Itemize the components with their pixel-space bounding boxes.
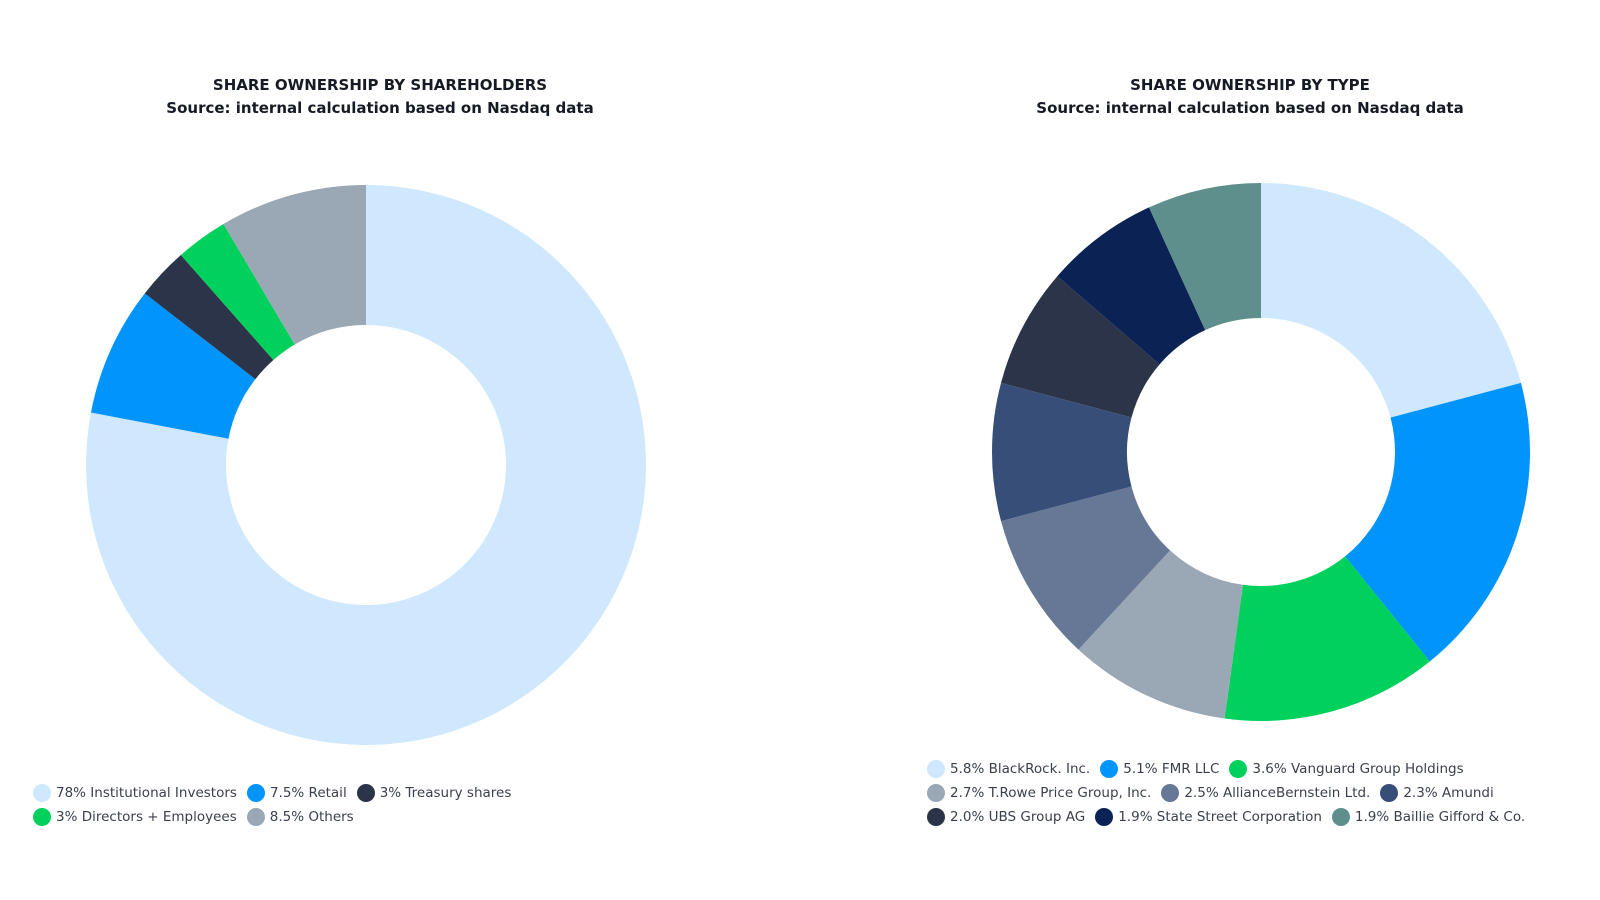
legend-item-type-amundi[interactable]: 2.3% Amundi (1380, 784, 1494, 802)
legend-shareholders: 78% Institutional Investors 7.5% Retail 3%… (33, 784, 733, 826)
legend-type: 5.8% BlackRock. Inc. 5.1% FMR LLC 3.6% Van… (927, 760, 1587, 826)
legend-item-shareholders-retail[interactable]: 7.5% Retail (246, 784, 347, 802)
legend-item-shareholders-directors-employees[interactable]: 3% Directors + Employees (33, 808, 237, 826)
chart-title: SHARE OWNERSHIP BY SHAREHOLDERS (212, 76, 548, 94)
donut-chart-shareholders (86, 185, 647, 745)
legend-label: 8.5% Others (269, 809, 354, 825)
legend-swatch-icon (1095, 808, 1114, 826)
legend-swatch-icon (927, 760, 945, 778)
legend-label: 78% Institutional Investors (56, 785, 237, 801)
legend-swatch-icon (356, 784, 375, 802)
legend-label: 2.0% UBS Group AG (950, 809, 1086, 825)
legend-label: 1.9% State Street Corporation (1118, 809, 1322, 825)
legend-label: 1.9% Baillie Gifford & Co. (1354, 809, 1526, 825)
legend-item-type-vanguard-group-holdings[interactable]: 3.6% Vanguard Group Holdings (1229, 760, 1464, 778)
slice-treasury-shares[interactable] (144, 254, 274, 380)
slice-alliancebernstein-ltd[interactable] (1001, 486, 1171, 650)
chart-subtitle: Source: internal calculation based on Na… (166, 99, 594, 117)
slice-retail[interactable] (90, 293, 256, 439)
legend-swatch-icon (927, 808, 945, 826)
legend-swatch-icon (1229, 760, 1248, 778)
legend-label: 3% Directors + Employees (56, 809, 237, 825)
legend-item-type-blackrock-inc[interactable]: 5.8% BlackRock. Inc. (927, 760, 1090, 778)
legend-swatch-icon (246, 784, 265, 802)
legend-swatch-icon (33, 784, 51, 802)
legend-item-type-state-street-corporation[interactable]: 1.9% State Street Corporation (1095, 808, 1322, 826)
slice-state-street-corporation[interactable] (1057, 207, 1206, 365)
donut-chart-type (992, 183, 1530, 721)
legend-label: 7.5% Retail (269, 785, 347, 801)
slice-amundi[interactable] (992, 382, 1132, 522)
slice-vanguard-group-holdings[interactable] (1224, 556, 1430, 721)
legend-label: 2.5% AllianceBernstein Ltd. (1184, 785, 1371, 801)
slice-institutional-investors[interactable] (86, 185, 647, 745)
legend-label: 2.7% T.Rowe Price Group, Inc. (950, 785, 1152, 801)
legend-swatch-icon (33, 808, 51, 826)
chart-title-block: SHARE OWNERSHIP BY TYPE Source: internal… (900, 74, 1600, 120)
legend-label: 5.8% BlackRock. Inc. (950, 761, 1091, 777)
slice-others[interactable] (223, 185, 366, 345)
chart-shareholders: SHARE OWNERSHIP BY SHAREHOLDERS Source: … (0, 0, 760, 900)
slice-fmr-llc[interactable] (1345, 382, 1530, 662)
slice-t-rowe-price-group-inc[interactable] (1078, 550, 1243, 719)
legend-swatch-icon (1161, 784, 1180, 802)
chart-type: SHARE OWNERSHIP BY TYPE Source: internal… (900, 0, 1600, 900)
legend-swatch-icon (1331, 808, 1350, 826)
slice-directors-employees[interactable] (180, 223, 295, 360)
legend-swatch-icon (927, 784, 945, 802)
chart-title-block: SHARE OWNERSHIP BY SHAREHOLDERS Source: … (0, 74, 760, 120)
slice-baillie-gifford-co[interactable] (1149, 183, 1261, 331)
legend-label: 5.1% FMR LLC (1123, 761, 1220, 777)
legend-item-type-alliancebernstein-ltd[interactable]: 2.5% AllianceBernstein Ltd. (1161, 784, 1370, 802)
legend-item-shareholders-institutional-investors[interactable]: 78% Institutional Investors (33, 784, 237, 802)
chart-subtitle: Source: internal calculation based on Na… (1036, 99, 1464, 117)
legend-swatch-icon (246, 808, 265, 826)
legend-swatch-icon (1380, 784, 1399, 802)
legend-item-shareholders-others[interactable]: 8.5% Others (246, 808, 354, 826)
chart-title: SHARE OWNERSHIP BY TYPE (1130, 76, 1370, 94)
slice-ubs-group-ag[interactable] (1001, 276, 1160, 418)
legend-item-type-fmr-llc[interactable]: 5.1% FMR LLC (1100, 760, 1219, 778)
slice-blackrock-inc[interactable] (1261, 183, 1521, 418)
legend-label: 3.6% Vanguard Group Holdings (1252, 761, 1464, 777)
legend-swatch-icon (1100, 760, 1119, 778)
legend-item-type-t-rowe-price-group-inc[interactable]: 2.7% T.Rowe Price Group, Inc. (927, 784, 1151, 802)
legend-item-type-baillie-gifford-co[interactable]: 1.9% Baillie Gifford & Co. (1331, 808, 1526, 826)
legend-label: 3% Treasury shares (379, 785, 512, 801)
legend-item-shareholders-treasury-shares[interactable]: 3% Treasury shares (356, 784, 512, 802)
legend-label: 2.3% Amundi (1403, 785, 1494, 801)
legend-item-type-ubs-group-ag[interactable]: 2.0% UBS Group AG (927, 808, 1085, 826)
